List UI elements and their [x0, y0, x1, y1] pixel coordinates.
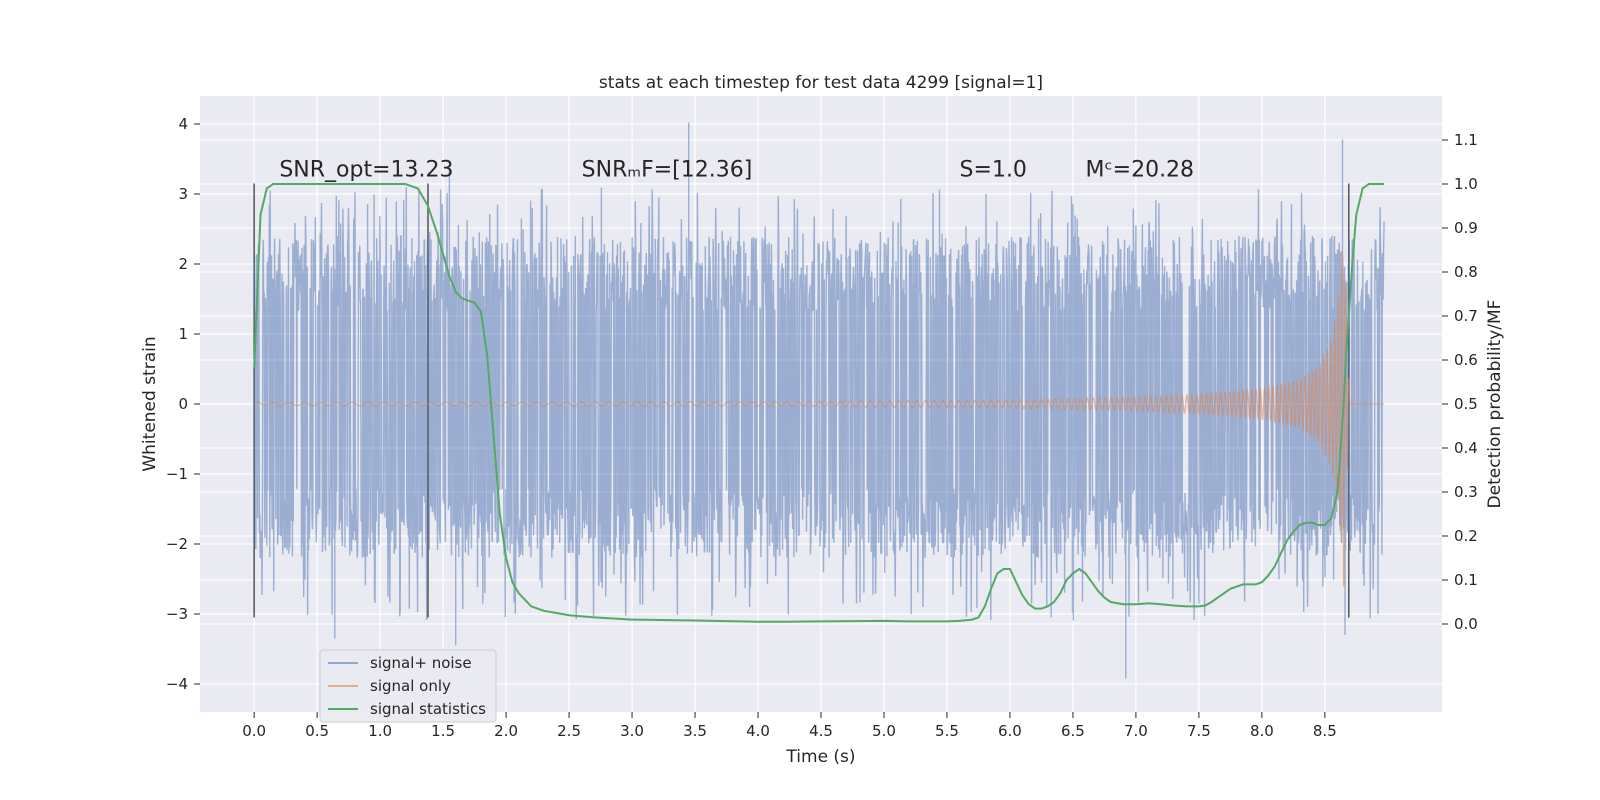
y-right-tick-label: 0.1 — [1454, 571, 1478, 589]
y-right-tick-label: 1.0 — [1454, 175, 1478, 193]
chart-title: stats at each timestep for test data 429… — [599, 73, 1043, 93]
x-tick-label: 0.5 — [305, 722, 329, 740]
y-tick-label: 0 — [178, 395, 188, 413]
legend: signal+ noise signal only signal statist… — [319, 649, 497, 723]
y-right-tick-label: 0.8 — [1454, 263, 1478, 281]
annotation-text: SNRₘF=[12.36] — [582, 158, 753, 183]
x-tick-label: 8.5 — [1313, 722, 1337, 740]
x-tick-label: 3.0 — [620, 722, 644, 740]
y-tick-label: −2 — [166, 535, 188, 553]
x-tick-label: 6.5 — [1061, 722, 1085, 740]
y-right-tick-label: 1.1 — [1454, 131, 1478, 149]
x-tick-label: 2.5 — [557, 722, 581, 740]
y-tick-label: −4 — [166, 675, 188, 693]
annotation-text: S=1.0 — [960, 158, 1027, 183]
y-axis-right-label: Detection probability/MF — [1485, 300, 1505, 509]
line-signal-only — [253, 250, 1385, 587]
y-right-tick-label: 0.3 — [1454, 483, 1478, 501]
annotation-text: SNR_opt=13.23 — [279, 158, 453, 183]
y-right-tick-label: 0.5 — [1454, 395, 1478, 413]
x-tick-label: 4.5 — [809, 722, 833, 740]
y-right-tick-label: 0.6 — [1454, 351, 1478, 369]
x-axis-ticks: 0.0 0.5 1.0 1.5 2.0 2.5 3.0 3.5 4.0 4.5 5.0 5.5 6.0 6… — [242, 712, 1337, 740]
y-right-tick-label: 0.7 — [1454, 307, 1478, 325]
y-tick-label: 4 — [178, 115, 188, 133]
legend-label-signal-noise: signal+ noise — [370, 654, 472, 672]
annotations: SNR_opt=13.23 SNRₘF=[12.36] S=1.0 Mᶜ=20.28 — [279, 158, 1194, 183]
y-axis-label: Whitened strain — [140, 336, 160, 471]
series-signal-only — [253, 250, 1385, 587]
x-tick-label: 1.5 — [431, 722, 455, 740]
x-axis-label: Time (s) — [785, 747, 855, 767]
y-right-tick-label: 0.4 — [1454, 439, 1478, 457]
legend-box — [319, 649, 497, 723]
x-tick-label: 1.0 — [368, 722, 392, 740]
x-tick-label: 8.0 — [1250, 722, 1274, 740]
x-tick-label: 6.0 — [998, 722, 1022, 740]
y-tick-label: 3 — [178, 185, 188, 203]
line-signal-statistics — [253, 183, 1385, 623]
x-tick-label: 4.0 — [746, 722, 770, 740]
x-tick-label: 0.0 — [242, 722, 266, 740]
x-tick-label: 3.5 — [683, 722, 707, 740]
x-tick-label: 7.5 — [1187, 722, 1211, 740]
series-signal-statistics — [253, 183, 1385, 623]
x-tick-label: 2.0 — [494, 722, 518, 740]
x-tick-label: 5.0 — [872, 722, 896, 740]
legend-label-signal-statistics: signal statistics — [370, 700, 486, 718]
y-tick-label: 1 — [178, 325, 188, 343]
y-right-tick-label: 0.9 — [1454, 219, 1478, 237]
x-tick-label: 5.5 — [935, 722, 959, 740]
annotation-text: Mᶜ=20.28 — [1086, 158, 1195, 183]
y-tick-label: −3 — [166, 605, 188, 623]
y-tick-label: −1 — [166, 465, 188, 483]
y-axis-ticks: −4 −3 −2 −1 0 1 2 3 4 — [166, 115, 200, 693]
legend-label-signal-only: signal only — [370, 677, 451, 695]
x-tick-label: 7.0 — [1124, 722, 1148, 740]
y-right-tick-label: 0.0 — [1454, 615, 1478, 633]
y-right-tick-label: 0.2 — [1454, 527, 1478, 545]
y-tick-label: 2 — [178, 255, 188, 273]
y-axis-right-ticks: 0.0 0.1 0.2 0.3 0.4 0.5 0.6 0.7 0.8 0.9 1.0 1.1 — [1442, 131, 1478, 633]
